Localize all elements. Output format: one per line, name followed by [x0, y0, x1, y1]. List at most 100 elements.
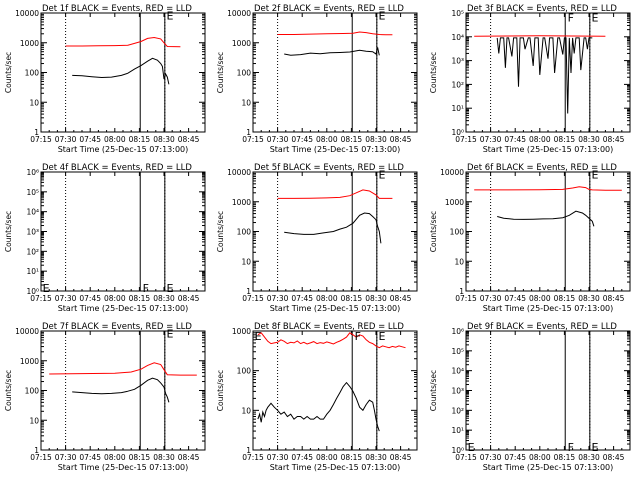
y-tick-label: 10⁴: [451, 33, 464, 42]
y-axis-label: Counts/sec: [4, 370, 13, 411]
series-lld: [65, 36, 181, 48]
y-tick-label: 1000: [20, 39, 39, 48]
panel-title: Det 2f BLACK = Events, RED = LLD: [254, 4, 404, 14]
plot-frame: [252, 12, 418, 133]
y-tick-label: 100: [25, 387, 40, 396]
plot-frame: [252, 171, 418, 292]
x-tick-label: 08:45: [390, 453, 412, 462]
x-tick-label: 07:30: [267, 453, 289, 462]
x-tick-label: 07:45: [79, 135, 101, 144]
x-tick-label: 08:30: [578, 294, 600, 303]
series-lld: [49, 362, 197, 376]
y-tick-label: 10: [241, 98, 251, 107]
x-tick-label: 08:45: [178, 294, 200, 303]
x-axis-label: Start Time (25-Dec-15 07:13:00): [270, 145, 401, 154]
x-tick-label: 08:15: [341, 453, 363, 462]
x-tick-label: 08:00: [104, 453, 126, 462]
marker-label: E: [378, 168, 385, 181]
x-tick-label: 08:30: [578, 135, 600, 144]
x-tick-label: 07:30: [267, 294, 289, 303]
series-lld: [474, 186, 622, 191]
x-tick-label: 07:15: [242, 135, 264, 144]
x-axis-label: Start Time (25-Dec-15 07:13:00): [270, 304, 401, 313]
x-tick-label: 07:15: [242, 453, 264, 462]
x-tick-label: 08:15: [341, 135, 363, 144]
x-tick-label: 07:45: [291, 135, 313, 144]
plot-frame: [40, 12, 206, 133]
x-tick-label: 08:15: [554, 135, 576, 144]
x-tick-label: 07:15: [30, 294, 52, 303]
y-axis-label: Counts/sec: [429, 370, 438, 411]
y-tick-label: 1000: [232, 39, 251, 48]
y-tick-label: 10²: [26, 247, 39, 256]
series-events: [496, 37, 593, 114]
panel-det-7: Det 7f BLACK = Events, RED = LLD 07:15 07:…: [4, 322, 206, 472]
x-tick-label: 08:30: [365, 135, 387, 144]
marker-label: F: [568, 441, 574, 454]
y-axis-label: Counts/sec: [429, 211, 438, 252]
y-tick-label: 10¹: [451, 426, 464, 435]
x-tick-label: 07:30: [55, 453, 77, 462]
series-events: [72, 377, 170, 403]
x-tick-label: 07:15: [455, 453, 477, 462]
y-tick-label: 10³: [451, 387, 464, 396]
x-tick-label: 07:45: [504, 294, 526, 303]
x-tick-label: 07:45: [291, 453, 313, 462]
y-tick-label: 10: [241, 406, 251, 415]
y-tick-label: 1: [246, 128, 251, 137]
y-tick-label: 10³: [26, 228, 39, 237]
y-axis-label: Counts/sec: [4, 52, 13, 93]
panel-title: Det 5f BLACK = Events, RED = LLD: [254, 163, 404, 173]
x-tick-label: 08:15: [554, 453, 576, 462]
x-tick-label: 07:30: [480, 135, 502, 144]
x-axis-label: Start Time (25-Dec-15 07:13:00): [483, 463, 614, 472]
y-tick-label: 10⁴: [26, 208, 39, 217]
x-axis-label: Start Time (25-Dec-15 07:13:00): [58, 463, 189, 472]
plot-frame: [252, 330, 418, 451]
x-tick-label: 08:15: [554, 294, 576, 303]
marker-label: F: [568, 12, 574, 25]
y-tick-label: 10: [29, 416, 39, 425]
marker-label: E: [166, 282, 173, 295]
x-tick-label: 08:00: [104, 135, 126, 144]
x-tick-label: 07:30: [55, 135, 77, 144]
y-tick-label: 1000: [445, 198, 464, 207]
marker-label: E: [166, 327, 173, 340]
x-tick-label: 07:30: [480, 294, 502, 303]
x-tick-label: 08:00: [316, 453, 338, 462]
plot-frame: [465, 330, 631, 451]
y-axis-label: Counts/sec: [216, 52, 225, 93]
y-tick-label: 10⁵: [451, 9, 464, 18]
y-tick-label: 1000: [232, 198, 251, 207]
x-tick-label: 07:15: [30, 453, 52, 462]
y-tick-label: 10⁰: [26, 287, 39, 296]
marker-label: F: [355, 330, 361, 343]
y-tick-label: 10000: [440, 168, 464, 177]
series-events: [497, 210, 595, 227]
x-axis-label: Start Time (25-Dec-15 07:13:00): [483, 304, 614, 313]
x-tick-label: 08:30: [153, 135, 175, 144]
plot-frame: [40, 171, 206, 292]
x-tick-label: 08:00: [529, 294, 551, 303]
x-tick-label: 08:30: [153, 294, 175, 303]
x-tick-label: 08:15: [129, 294, 151, 303]
x-tick-label: 07:30: [55, 294, 77, 303]
y-tick-label: 100: [450, 228, 465, 237]
panel-title: Det 7f BLACK = Events, RED = LLD: [42, 322, 192, 332]
y-tick-label: 10: [454, 257, 464, 266]
x-tick-label: 08:00: [316, 135, 338, 144]
marker-label: E: [43, 282, 50, 295]
series-lld: [277, 31, 393, 36]
x-tick-label: 08:45: [390, 135, 412, 144]
x-tick-label: 08:30: [153, 453, 175, 462]
y-tick-label: 10³: [451, 57, 464, 66]
y-tick-label: 1: [246, 287, 251, 296]
marker-label: E: [378, 330, 385, 343]
y-tick-label: 10¹: [451, 104, 464, 113]
y-axis-label: Counts/sec: [4, 211, 13, 252]
y-tick-label: 10⁰: [451, 446, 464, 455]
y-tick-label: 1: [34, 128, 39, 137]
x-tick-label: 08:45: [603, 135, 625, 144]
